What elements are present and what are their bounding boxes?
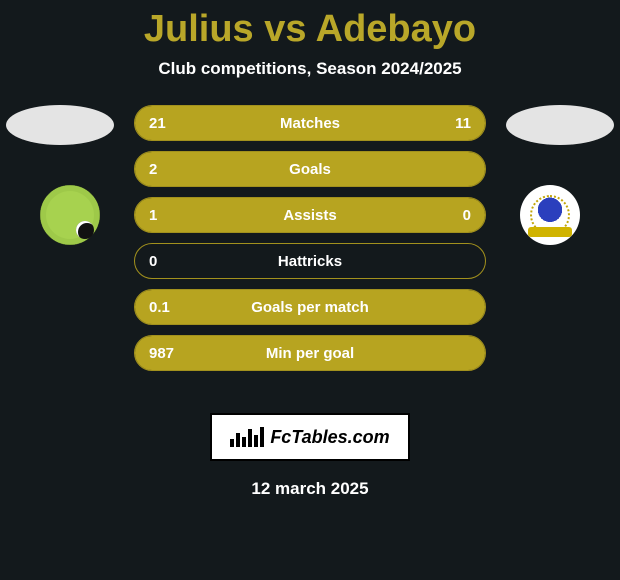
stat-row: 0Hattricks: [134, 243, 486, 279]
stat-row: 2Goals: [134, 151, 486, 187]
stats-column: 2111Matches 2Goals 10Assists 0Hattricks 0.1G…: [134, 105, 486, 371]
stat-label: Hattricks: [135, 244, 485, 278]
stat-row: 0.1Goals per match: [134, 289, 486, 325]
stat-label: Goals per match: [135, 290, 485, 324]
comparison-area: 2111Matches 2Goals 10Assists 0Hattricks 0.1G…: [0, 105, 620, 395]
player-right-avatar: [506, 105, 614, 145]
stat-row: 987Min per goal: [134, 335, 486, 371]
bar-chart-icon: [230, 427, 264, 447]
watermark-text: FcTables.com: [270, 427, 389, 448]
club-badge-left: [40, 185, 100, 245]
player-left-avatar: [6, 105, 114, 145]
club-badge-right: [520, 185, 580, 245]
page-title: Julius vs Adebayo: [0, 0, 620, 51]
watermark: FcTables.com: [210, 413, 410, 461]
date-label: 12 march 2025: [0, 479, 620, 499]
stat-label: Min per goal: [135, 336, 485, 370]
subtitle: Club competitions, Season 2024/2025: [0, 59, 620, 79]
stat-label: Matches: [135, 106, 485, 140]
stat-label: Goals: [135, 152, 485, 186]
stat-row: 10Assists: [134, 197, 486, 233]
stat-label: Assists: [135, 198, 485, 232]
stat-row: 2111Matches: [134, 105, 486, 141]
